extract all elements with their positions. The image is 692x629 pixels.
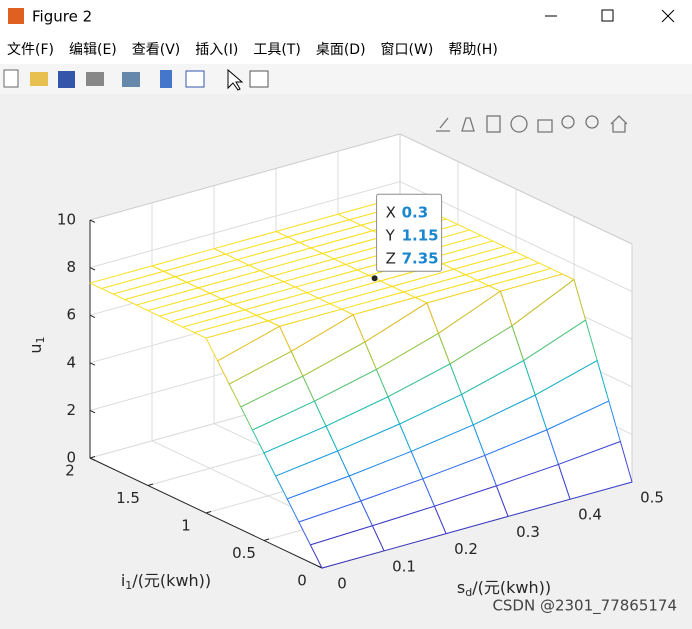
x-axis-label: sd/(元(kwh)) <box>457 578 551 600</box>
maximize-button[interactable] <box>601 9 614 22</box>
z-axis-label: u1 <box>26 336 48 353</box>
rotate-tool[interactable] <box>510 115 528 133</box>
mesh-cell <box>309 525 385 569</box>
data-tip-value: 1.15 <box>402 227 439 245</box>
z-tick <box>89 409 96 414</box>
toolbar-icons <box>3 68 269 91</box>
y-tick <box>263 538 270 541</box>
new-icon[interactable] <box>3 69 19 88</box>
z-tick-label: 8 <box>66 258 76 276</box>
y-axis-label-base: i <box>121 571 125 590</box>
y-tick <box>205 511 212 514</box>
axes-toolbar <box>436 115 628 133</box>
x-tick-label: 0.4 <box>578 506 602 524</box>
z-tick <box>89 457 96 461</box>
menu-item[interactable]: 编辑(E) <box>69 42 117 58</box>
home-tool[interactable] <box>610 115 628 133</box>
x-axis-label-rest: /(元(kwh)) <box>472 578 551 597</box>
pan-tool[interactable] <box>537 119 553 133</box>
y-tick <box>89 456 96 459</box>
save-icon[interactable] <box>58 71 75 88</box>
colorbar-icon[interactable] <box>160 70 172 88</box>
y-tick-label: 1.5 <box>116 489 140 507</box>
pointer-icon[interactable] <box>227 68 244 91</box>
open-icon[interactable] <box>30 72 48 86</box>
close-button[interactable] <box>661 9 675 23</box>
link-icon[interactable] <box>122 72 140 87</box>
z-tick-label: 4 <box>66 353 76 371</box>
data-tip-point <box>371 275 378 282</box>
menu-item[interactable]: 查看(V) <box>132 42 181 58</box>
z-axis-label-base: u <box>26 343 45 353</box>
grid-line <box>89 181 401 269</box>
print-icon[interactable] <box>86 72 104 86</box>
data-tip: X 0.3 Y 1.15 Z 7.35 <box>371 193 443 282</box>
brush-icon[interactable] <box>436 117 450 132</box>
data-tip-label: Y <box>385 227 396 245</box>
z-tick <box>89 362 96 366</box>
z-tick <box>89 267 96 271</box>
x-tick-label: 0.3 <box>516 523 540 541</box>
z-tick <box>89 314 96 319</box>
data-tip-label: X <box>386 204 396 222</box>
title-bar <box>0 0 692 32</box>
box-line <box>89 133 401 221</box>
y-tick-label: 0.5 <box>232 544 256 562</box>
menu-item[interactable]: 窗口(W) <box>381 41 434 58</box>
brush2-icon[interactable] <box>461 117 475 132</box>
z-tick-label: 0 <box>66 449 76 467</box>
data-tip-value: 7.35 <box>402 250 439 268</box>
menu-item[interactable]: 桌面(D) <box>316 42 366 58</box>
data-tip-value: 0.3 <box>402 204 429 222</box>
menu-item[interactable]: 工具(T) <box>253 42 300 58</box>
legend-tool[interactable] <box>486 115 501 133</box>
window-title: Figure 2 <box>32 8 92 26</box>
property-icon[interactable] <box>249 70 269 88</box>
x-tick-label: 0.1 <box>392 557 416 575</box>
zoom-in-tool[interactable] <box>561 115 575 129</box>
z-tick <box>89 219 96 223</box>
menu-item[interactable]: 帮助(H) <box>448 42 497 58</box>
y-axis-label-sub: 1 <box>125 579 132 592</box>
app-icon <box>8 8 24 24</box>
box-line <box>399 133 633 245</box>
x-tick-label: 0.5 <box>640 489 664 507</box>
data-tip-label: Z <box>386 250 396 268</box>
x-axis-label-base: s <box>457 578 465 597</box>
y-tick-label: 2 <box>65 462 75 480</box>
z-tick-label: 6 <box>66 306 76 324</box>
menu-items: 文件(F) 编辑(E) 查看(V) 插入(I) 工具(T) 桌面(D) 窗口(W) 帮助(H) <box>7 41 498 58</box>
zoom-out-tool[interactable] <box>585 115 599 129</box>
toolbar <box>0 64 692 94</box>
y-axis-label: i1/(元(kwh)) <box>121 571 211 593</box>
z-axis-label-sub: 1 <box>34 336 47 343</box>
x-tick-label: 0.2 <box>454 540 478 558</box>
z-tick-label: 2 <box>66 401 76 419</box>
menu-item[interactable]: 插入(I) <box>195 42 238 58</box>
x-tick-label: 0 <box>337 575 347 593</box>
z-tick-label: 10 <box>57 211 76 229</box>
x-axis-label-sub: d <box>465 586 472 599</box>
menu-item[interactable]: 文件(F) <box>7 42 54 58</box>
watermark: CSDN @2301_77865174 <box>492 597 677 616</box>
y-tick-label: 1 <box>181 517 191 535</box>
y-axis-label-rest: /(元(kwh)) <box>132 571 211 590</box>
y-tick <box>147 483 154 486</box>
data-tip-box <box>376 193 443 272</box>
legend-icon[interactable] <box>185 70 205 88</box>
menu-bar <box>0 32 692 64</box>
y-tick-label: 0 <box>297 572 307 590</box>
